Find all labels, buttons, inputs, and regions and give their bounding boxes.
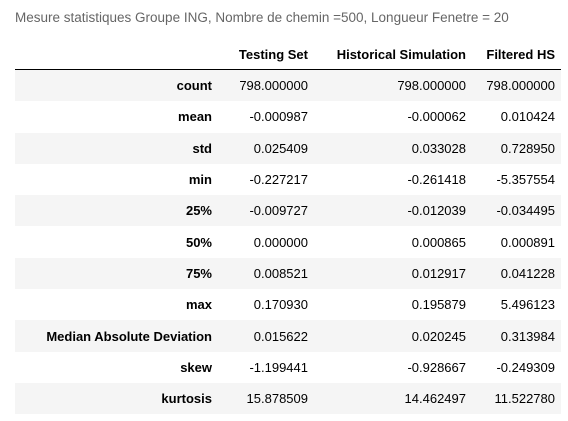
table-cell: 0.010424 (500, 109, 555, 125)
table-cell: 0.170930 (253, 297, 308, 313)
table-row: kurtosis 15.878509 14.462497 11.522780 (15, 382, 561, 415)
table-row: max 0.170930 0.195879 5.496123 (15, 289, 561, 320)
row-label: 50% (185, 234, 212, 250)
table-cell: 0.000000 (253, 234, 308, 250)
table-row: std 0.025409 0.033028 0.728950 (15, 132, 561, 164)
table-row: 50% 0.000000 0.000865 0.000891 (15, 226, 561, 257)
table-cell: -0.249309 (496, 359, 555, 375)
row-label: mean (178, 109, 212, 125)
table-cell: -0.009727 (249, 203, 308, 219)
row-label: std (192, 140, 213, 156)
row-label: kurtosis (161, 391, 212, 407)
table-row: min -0.227217 -0.261418 -5.357554 (15, 164, 561, 195)
table-cell: 0.000865 (411, 234, 466, 250)
table-row: skew -1.199441 -0.928667 -0.249309 (15, 352, 561, 383)
table-cell: 0.008521 (253, 265, 308, 281)
table-cell: 798.000000 (239, 78, 308, 94)
table-row: Median Absolute Deviation 0.015622 0.02024… (15, 320, 561, 352)
table-cell: 0.012917 (411, 265, 466, 281)
table-cell: 5.496123 (500, 297, 555, 313)
table-cell: -5.357554 (496, 172, 555, 188)
table-cell: -0.000062 (407, 109, 466, 125)
column-header-testing-set: Testing Set (218, 40, 314, 70)
table-header: Testing Set Historical Simulation Filter… (15, 40, 561, 70)
table-cell: 0.015622 (253, 328, 308, 344)
table-cell: 0.728950 (500, 140, 555, 156)
table-cell: 0.195879 (411, 297, 466, 313)
statistics-table: Testing Set Historical Simulation Filter… (15, 40, 561, 415)
row-label: max (185, 297, 212, 313)
row-label: min (188, 172, 212, 188)
table-cell: -0.034495 (496, 203, 555, 219)
table-cell: -0.227217 (249, 172, 308, 188)
table-cell: -0.000987 (249, 109, 308, 125)
table-caption: Mesure statistiques Groupe ING, Nombre d… (15, 10, 509, 25)
table-cell: 15.878509 (246, 391, 308, 407)
table-cell: 0.020245 (411, 328, 466, 344)
table-cell: 0.033028 (411, 140, 466, 156)
table-body: count 798.000000 798.000000 798.000000 mean -… (15, 69, 561, 415)
table-cell: 0.041228 (500, 265, 555, 281)
table-cell: -0.261418 (407, 172, 466, 188)
table-cell: 0.000891 (500, 234, 555, 250)
row-label: Median Absolute Deviation (46, 328, 212, 344)
table-row: mean -0.000987 -0.000062 0.010424 (15, 101, 561, 132)
column-header-filtered-hs: Filtered HS (472, 40, 561, 70)
table-cell: -0.012039 (407, 203, 466, 219)
row-label: skew (180, 359, 212, 375)
table-cell: 11.522780 (494, 391, 556, 407)
row-label: count (176, 78, 212, 94)
table-cell: 14.462497 (404, 391, 466, 407)
row-label: 25% (185, 203, 212, 219)
table-cell: 798.000000 (397, 78, 466, 94)
index-header (15, 40, 218, 70)
table-row: 25% -0.009727 -0.012039 -0.034495 (15, 195, 561, 227)
table-cell: -0.928667 (407, 359, 466, 375)
table-row: count 798.000000 798.000000 798.000000 (15, 69, 561, 102)
table-cell: 0.313984 (500, 328, 555, 344)
table-cell: 0.025409 (253, 140, 308, 156)
row-label: 75% (185, 265, 212, 281)
table-cell: -1.199441 (249, 359, 308, 375)
table-row: 75% 0.008521 0.012917 0.041228 (15, 257, 561, 290)
header-row: Testing Set Historical Simulation Filter… (15, 40, 561, 70)
table-cell: 798.000000 (486, 78, 555, 94)
column-header-historical-simulation: Historical Simulation (314, 40, 472, 70)
